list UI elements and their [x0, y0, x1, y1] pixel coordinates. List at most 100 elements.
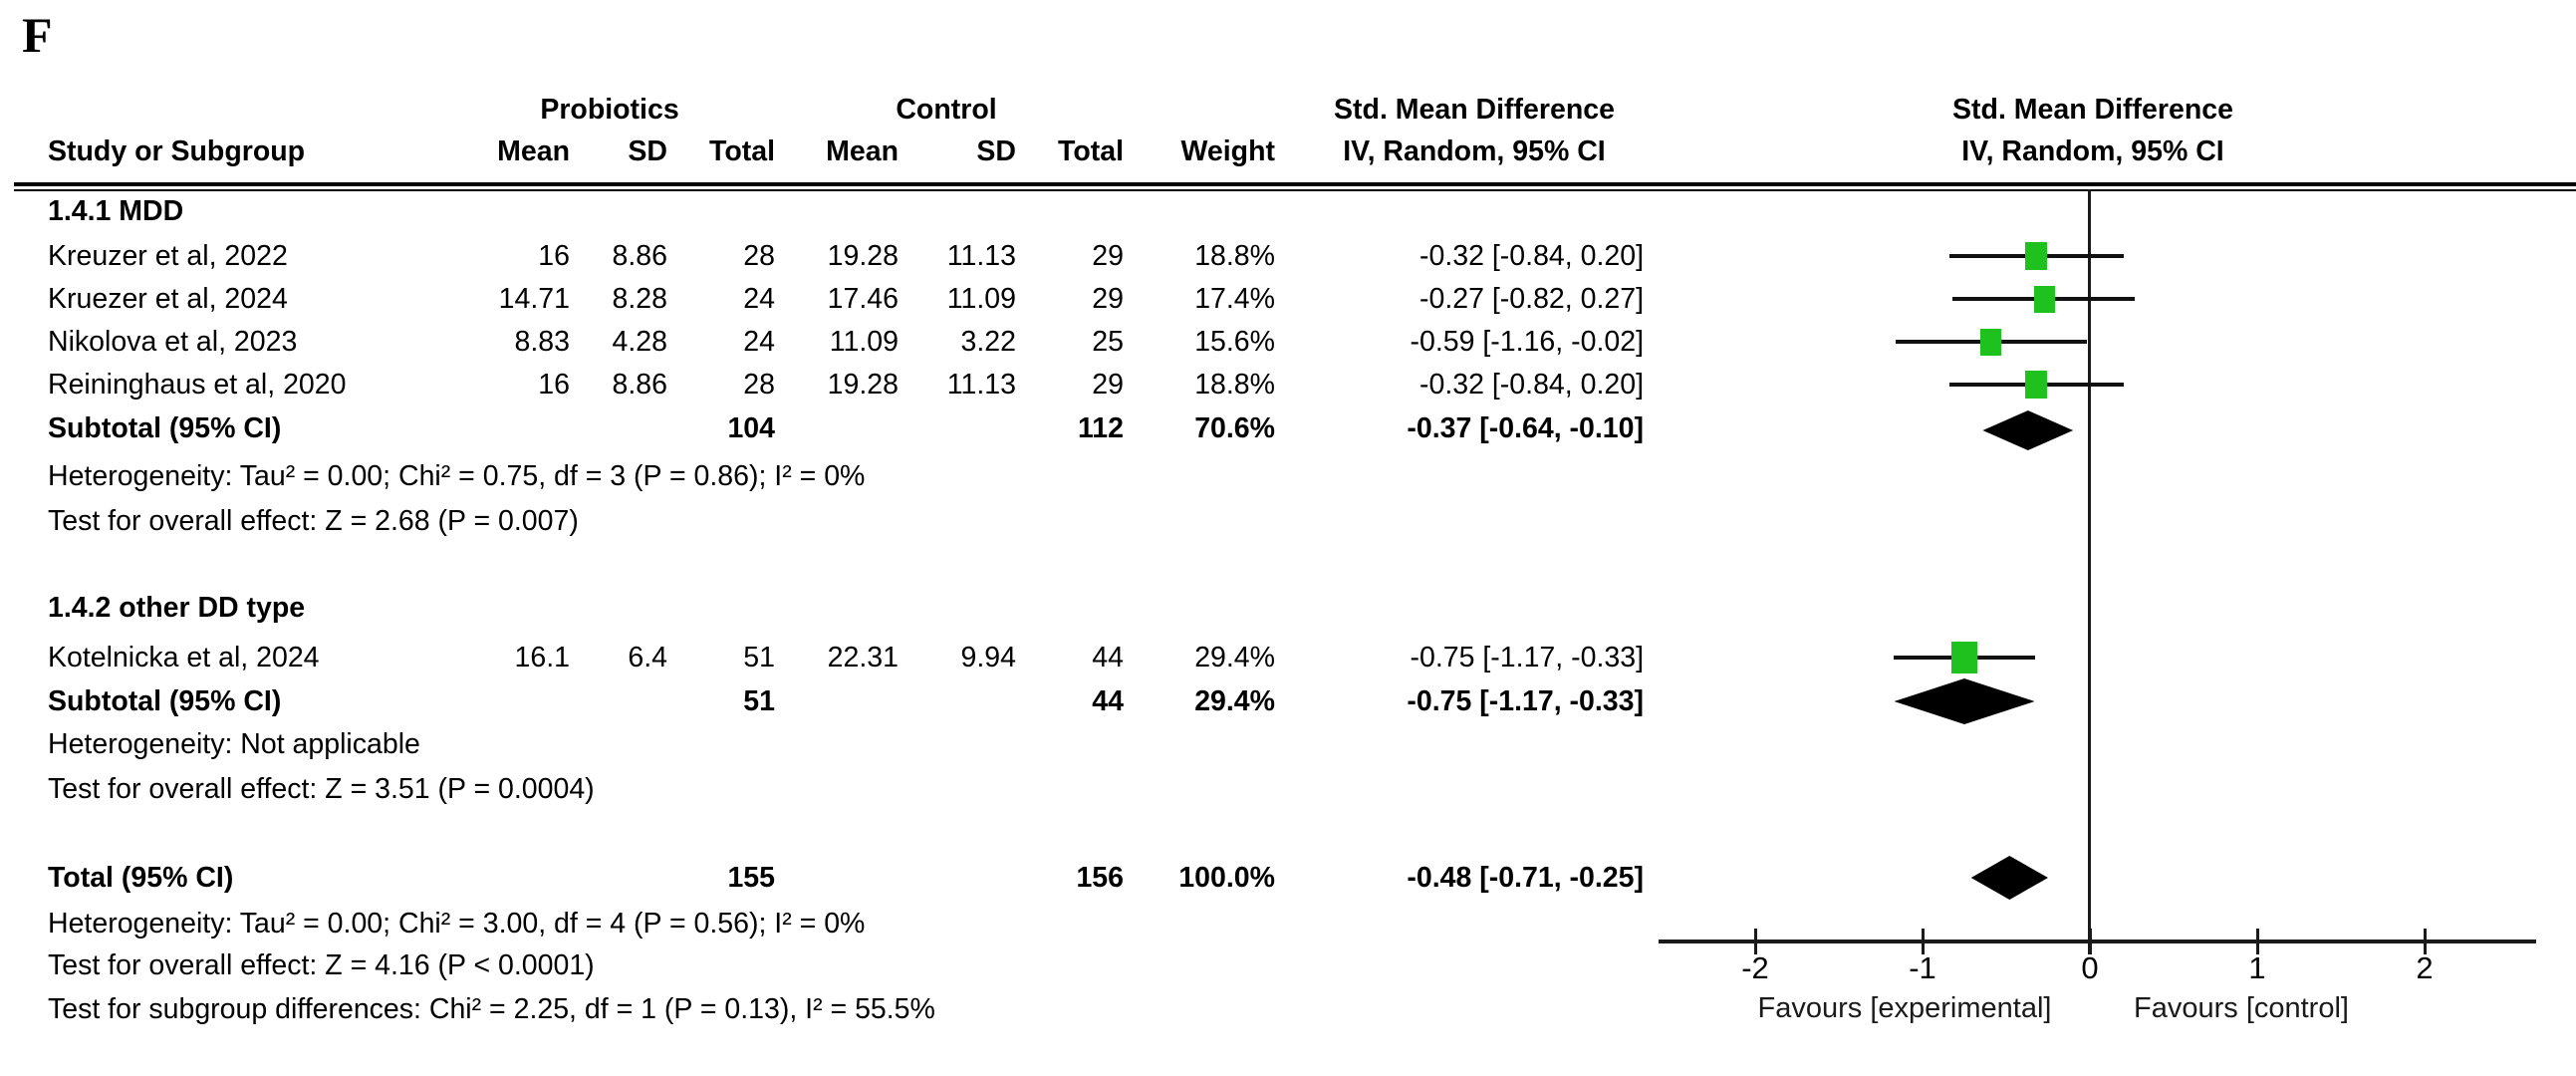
total1-value: 28 [743, 369, 775, 401]
subgroup-title: 1.4.1 MDD [48, 195, 184, 227]
subgroup-title: 1.4.2 other DD type [48, 592, 306, 624]
weight-value: 18.8% [1194, 369, 1275, 401]
weight-value: 70.6% [1194, 412, 1275, 444]
total2-value: 29 [1092, 240, 1124, 272]
table-group-header-row: Probiotics Control Std. Mean Difference … [0, 89, 2576, 132]
subgroup-title-row: 1.4.1 MDD [0, 190, 2576, 233]
weight-value: 17.4% [1194, 283, 1275, 315]
mean1-value: 8.83 [514, 326, 570, 358]
sd1-value: 8.86 [612, 240, 667, 272]
subtotal-row: Subtotal (95% CI) 51 44 29.4% -0.75 [-1.… [0, 680, 2576, 723]
favours-control-label: Favours [control] [2134, 992, 2349, 1024]
mean1-value: 16.1 [514, 642, 570, 673]
mean1-value: 16 [538, 369, 570, 401]
sd1-value: 8.28 [612, 283, 667, 315]
table-column-header-row: Study or Subgroup Mean SD Total Mean SD … [0, 131, 2576, 173]
study-row: Kotelnicka et al, 2024 16.1 6.4 51 22.31… [0, 637, 2576, 679]
study-row: Reininghaus et al, 2020 16 8.86 28 19.28… [0, 364, 2576, 406]
total1-value: 51 [743, 642, 775, 673]
heterogeneity-text: Heterogeneity: Tau² = 0.00; Chi² = 3.00,… [48, 908, 866, 940]
study-row: Kruezer et al, 2024 14.71 8.28 24 17.46 … [0, 278, 2576, 321]
sd1-value: 8.86 [612, 369, 667, 401]
effect-column-title: Std. Mean Difference [1334, 94, 1615, 126]
subtotal-row: Subtotal (95% CI) 104 112 70.6% -0.37 [-… [0, 407, 2576, 450]
favours-experimental-label: Favours [experimental] [1757, 992, 2052, 1024]
col-sd-probiotics: SD [628, 135, 667, 167]
axis-tick [2256, 929, 2259, 954]
mean1-value: 14.71 [498, 283, 570, 315]
total1-value: 28 [743, 240, 775, 272]
overall-effect-text: Test for overall effect: Z = 2.68 (P = 0… [48, 505, 579, 537]
weight-value: 18.8% [1194, 240, 1275, 272]
effect-point-marker [1951, 642, 1977, 673]
study-name: Nikolova et al, 2023 [48, 326, 298, 358]
axis-tick-label: 0 [2081, 950, 2099, 985]
total2-value: 29 [1092, 369, 1124, 401]
total2-value: 44 [1092, 685, 1124, 717]
total-row: Total (95% CI) 155 156 100.0% -0.48 [-0.… [0, 857, 2576, 900]
study-name: Kruezer et al, 2024 [48, 283, 288, 315]
weight-value: 29.4% [1194, 685, 1275, 717]
total1-value: 24 [743, 326, 775, 358]
overall-effect-text: Test for overall effect: Z = 3.51 (P = 0… [48, 773, 595, 805]
weight-value: 29.4% [1194, 642, 1275, 673]
subgroup-differences-row: Test for subgroup differences: Chi² = 2.… [0, 988, 2576, 1031]
axis-tick [2424, 929, 2427, 954]
effect-point-marker [2025, 371, 2048, 399]
effect-column-subtitle: IV, Random, 95% CI [1343, 135, 1606, 167]
sd2-value: 11.13 [946, 240, 1016, 272]
ci-text: -0.27 [-0.82, 0.27] [1419, 283, 1644, 315]
sd1-value: 6.4 [628, 642, 667, 673]
col-total-control: Total [1058, 135, 1124, 167]
x-axis-line [1659, 940, 2536, 943]
axis-tick-label: 1 [2248, 950, 2266, 985]
col-total-probiotics: Total [709, 135, 775, 167]
overall-effect-row: Test for overall effect: Z = 3.51 (P = 0… [0, 768, 2576, 811]
plot-column-title: Std. Mean Difference [1952, 94, 2233, 126]
sd2-value: 3.22 [960, 326, 1016, 358]
group-header-probiotics: Probiotics [540, 94, 679, 126]
subgroup-title-row: 1.4.2 other DD type [0, 587, 2576, 630]
heterogeneity-row: Heterogeneity: Tau² = 0.00; Chi² = 3.00,… [0, 903, 2576, 945]
total2-value: 29 [1092, 283, 1124, 315]
sd2-value: 11.09 [946, 283, 1016, 315]
sd2-value: 9.94 [960, 642, 1016, 673]
col-mean-control: Mean [826, 135, 899, 167]
header-separator-line [14, 182, 2576, 191]
col-weight: Weight [1180, 135, 1275, 167]
heterogeneity-row: Heterogeneity: Not applicable [0, 723, 2576, 766]
overall-effect-text: Test for overall effect: Z = 4.16 (P < 0… [48, 949, 595, 981]
ci-text: -0.75 [-1.17, -0.33] [1407, 685, 1644, 717]
mean2-value: 19.28 [827, 240, 899, 272]
study-name: Kreuzer et al, 2022 [48, 240, 288, 272]
weight-value: 15.6% [1194, 326, 1275, 358]
total2-value: 44 [1092, 642, 1124, 673]
group-header-control: Control [896, 94, 997, 126]
ci-text: -0.59 [-1.16, -0.02] [1410, 326, 1644, 358]
axis-tick-label: 2 [2416, 950, 2434, 985]
total1-value: 155 [727, 862, 775, 894]
subtotal-label: Subtotal (95% CI) [48, 412, 282, 444]
total1-value: 51 [743, 685, 775, 717]
mean2-value: 19.28 [827, 369, 899, 401]
axis-tick-label: -2 [1741, 950, 1769, 985]
effect-point-marker [2025, 242, 2048, 270]
mean2-value: 22.31 [827, 642, 899, 673]
mean2-value: 11.09 [829, 326, 899, 358]
ci-text: -0.37 [-0.64, -0.10] [1407, 412, 1644, 444]
mean1-value: 16 [538, 240, 570, 272]
overall-effect-row: Test for overall effect: Z = 4.16 (P < 0… [0, 944, 2576, 987]
total-label: Total (95% CI) [48, 862, 234, 894]
zero-effect-line [2088, 189, 2091, 954]
total1-value: 104 [727, 412, 775, 444]
axis-tick [1754, 929, 1757, 954]
mean2-value: 17.46 [827, 283, 899, 315]
heterogeneity-text: Heterogeneity: Not applicable [48, 728, 420, 760]
subtotal-label: Subtotal (95% CI) [48, 685, 282, 717]
effect-point-marker [2034, 285, 2056, 313]
col-sd-control: SD [976, 135, 1016, 167]
weight-value: 100.0% [1178, 862, 1275, 894]
ci-text: -0.32 [-0.84, 0.20] [1419, 369, 1644, 401]
effect-point-marker [1980, 328, 2002, 356]
total2-value: 112 [1078, 412, 1124, 444]
